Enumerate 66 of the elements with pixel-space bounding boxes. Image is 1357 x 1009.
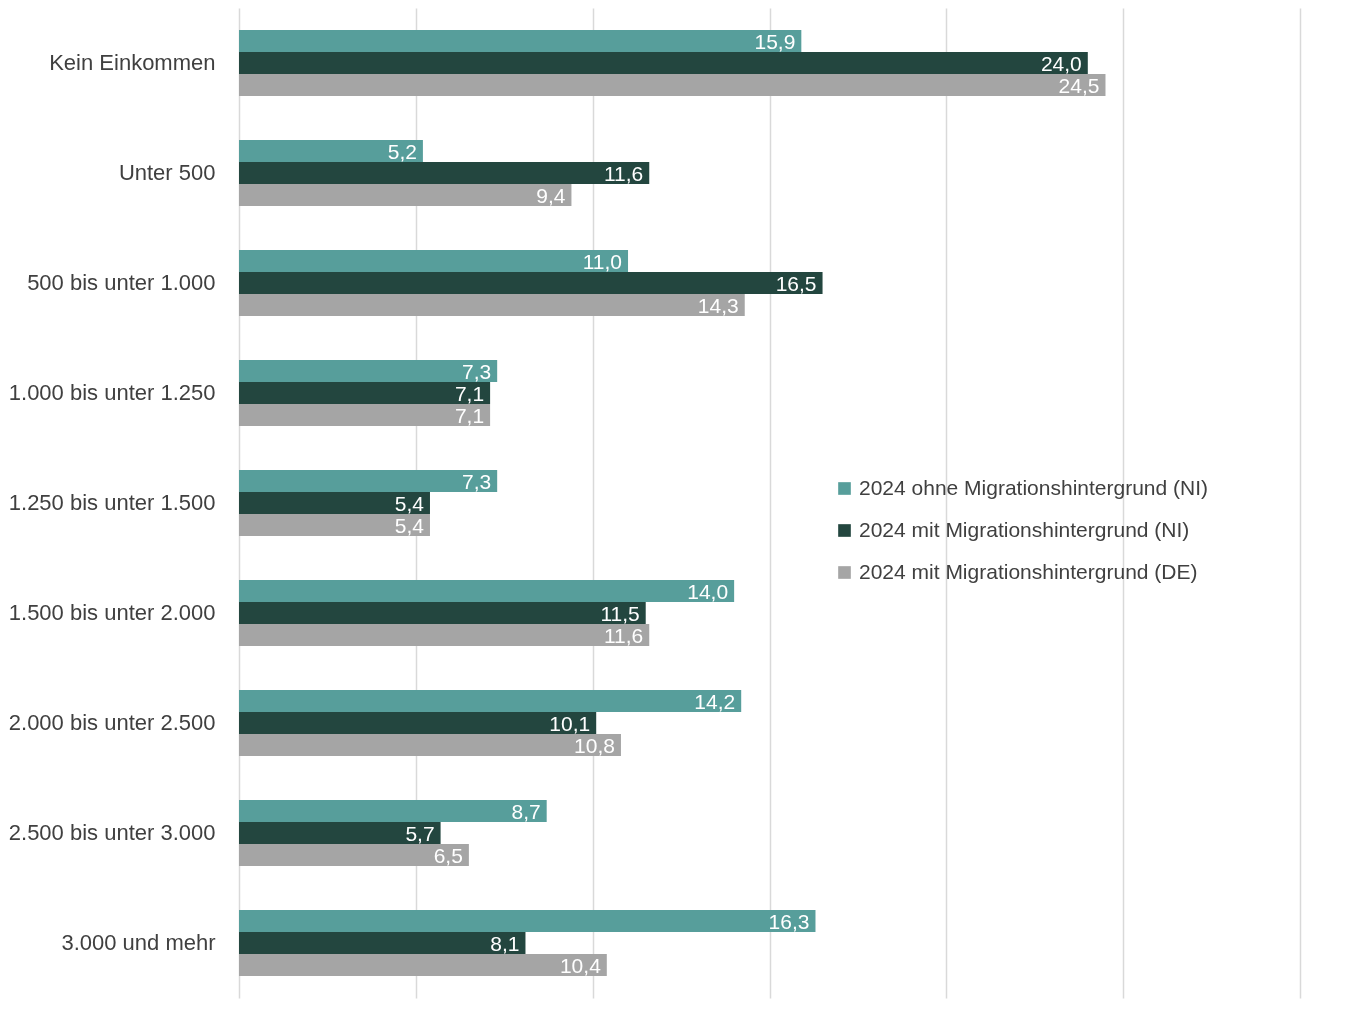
bar: [239, 514, 430, 536]
data-label: 7,1: [454, 382, 485, 405]
bar: [239, 954, 607, 976]
bar: [239, 360, 498, 382]
bar: [239, 492, 430, 514]
bar: [239, 272, 823, 294]
y-tick-label: Unter 500: [118, 160, 216, 185]
y-tick-label: 1.250 bis unter 1.500: [8, 490, 216, 515]
bar: [239, 74, 1106, 96]
data-label: 14,3: [697, 294, 739, 317]
bar: [239, 624, 650, 646]
bar: [239, 30, 802, 52]
data-label: 7,3: [461, 470, 492, 493]
data-label: 5,4: [394, 492, 425, 515]
bar: [239, 800, 547, 822]
data-label: 7,1: [454, 404, 485, 427]
y-tick-label: 2.500 bis unter 3.000: [8, 820, 216, 845]
y-tick-label: 500 bis unter 1.000: [27, 270, 216, 295]
bar: [239, 932, 526, 954]
y-tick-label: 1.500 bis unter 2.000: [8, 600, 216, 625]
data-label: 24,0: [1040, 52, 1082, 75]
data-label: 5,7: [405, 822, 435, 845]
bar: [239, 712, 597, 734]
bar: [239, 580, 735, 602]
bar: [239, 250, 629, 272]
data-label: 8,1: [490, 932, 520, 955]
legend-label: 2024 mit Migrationshintergrund (DE): [859, 559, 1198, 583]
data-label: 16,3: [768, 910, 810, 933]
bar: [239, 294, 745, 316]
data-label: 11,0: [582, 250, 623, 273]
bar: [239, 470, 498, 492]
data-label: 16,5: [775, 272, 817, 295]
y-tick-label: 1.000 bis unter 1.250: [8, 380, 216, 405]
y-tick-label: 2.000 bis unter 2.500: [8, 710, 216, 735]
data-label: 10,4: [559, 954, 602, 977]
data-label: 11,6: [603, 162, 644, 185]
data-label: 14,0: [687, 580, 729, 603]
data-label: 11,6: [603, 624, 644, 647]
data-label: 10,8: [574, 734, 615, 757]
bar: [239, 602, 646, 624]
data-label: 11,5: [600, 602, 640, 625]
bar: [239, 844, 469, 866]
legend-label: 2024 mit Migrationshintergrund (NI): [859, 517, 1190, 541]
bar: [239, 184, 572, 206]
data-label: 8,7: [511, 800, 541, 823]
data-label: 7,3: [461, 360, 492, 383]
y-tick-label: Kein Einkommen: [49, 50, 216, 75]
y-tick-label: 3.000 und mehr: [61, 930, 216, 955]
bar: [239, 52, 1088, 74]
data-label: 24,5: [1058, 74, 1100, 97]
data-label: 10,1: [549, 712, 591, 735]
bar: [239, 382, 491, 404]
bar: [239, 734, 621, 756]
bar: [239, 404, 491, 426]
bar: [239, 690, 742, 712]
data-label: 9,4: [536, 184, 566, 207]
legend-label: 2024 ohne Migrationshintergrund (NI): [859, 475, 1209, 499]
data-label: 5,4: [394, 514, 425, 537]
data-label: 5,2: [387, 140, 417, 163]
data-label: 6,5: [433, 844, 463, 867]
bar: [239, 910, 816, 932]
data-label: 15,9: [754, 30, 796, 53]
bar: [239, 822, 441, 844]
data-label: 14,2: [694, 690, 736, 713]
bar: [239, 140, 423, 162]
bar: [239, 162, 650, 184]
